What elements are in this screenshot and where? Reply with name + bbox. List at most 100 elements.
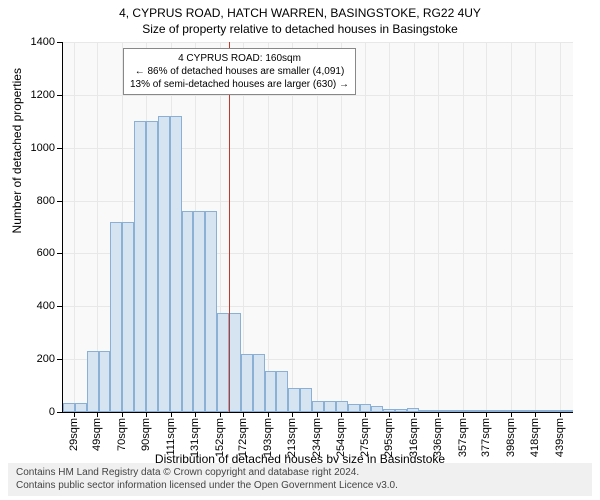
histogram-bar: [490, 410, 502, 412]
histogram-bar: [502, 410, 514, 412]
x-tick: [560, 412, 561, 417]
histogram-bar: [383, 409, 395, 412]
annotation-line1: 4 CYPRUS ROAD: 160sqm: [130, 52, 349, 65]
x-tick: [146, 412, 147, 417]
annotation-line2: ← 86% of detached houses are smaller (4,…: [130, 65, 349, 78]
histogram-bar: [205, 211, 217, 412]
y-tick-label: 400: [37, 300, 55, 312]
histogram-bar: [348, 404, 360, 412]
histogram-bar: [253, 354, 265, 412]
histogram-bar: [193, 211, 205, 412]
x-tick: [243, 412, 244, 417]
grid-line: [463, 42, 464, 412]
grid-line: [268, 42, 269, 412]
annotation-line3: 13% of semi-detached houses are larger (…: [130, 78, 349, 91]
y-tick: [57, 42, 63, 43]
grid-line: [63, 42, 573, 43]
chart-title-main: 4, CYPRUS ROAD, HATCH WARREN, BASINGSTOK…: [0, 0, 600, 20]
grid-line: [535, 42, 536, 412]
histogram-bar: [526, 410, 538, 412]
y-tick: [57, 148, 63, 149]
grid-line: [365, 42, 366, 412]
x-tick: [195, 412, 196, 417]
histogram-bar: [265, 371, 277, 412]
histogram-bar: [431, 410, 443, 412]
histogram-bar: [110, 222, 122, 412]
annotation-box: 4 CYPRUS ROAD: 160sqm ← 86% of detached …: [123, 48, 356, 95]
histogram-bar: [395, 409, 407, 412]
x-tick: [171, 412, 172, 417]
histogram-bar: [371, 406, 383, 412]
y-tick: [57, 95, 63, 96]
x-tick-label: 49sqm: [91, 418, 103, 451]
histogram-bar: [99, 351, 111, 412]
histogram-bar: [276, 371, 288, 412]
reference-line: [229, 42, 230, 412]
histogram-bar: [419, 410, 431, 412]
x-tick: [317, 412, 318, 417]
histogram-bar: [312, 401, 324, 412]
histogram-bar: [288, 388, 300, 412]
histogram-bar: [360, 404, 372, 412]
x-tick: [268, 412, 269, 417]
histogram-bar: [122, 222, 134, 412]
x-tick-label: 70sqm: [116, 418, 128, 451]
grid-line: [317, 42, 318, 412]
y-tick: [57, 253, 63, 254]
x-tick: [341, 412, 342, 417]
grid-line: [486, 42, 487, 412]
y-tick-label: 1200: [31, 89, 55, 101]
histogram-bar: [407, 408, 419, 412]
histogram-bar: [514, 410, 526, 412]
histogram-bar: [134, 121, 146, 412]
y-axis-title: Number of detached properties: [10, 68, 24, 233]
grid-line: [414, 42, 415, 412]
y-tick: [57, 306, 63, 307]
plot-area: 020040060080010001200140029sqm49sqm70sqm…: [62, 42, 573, 413]
histogram-bar: [466, 410, 478, 412]
x-tick-label: 90sqm: [140, 418, 152, 451]
footer-line2: Contains public sector information licen…: [16, 480, 584, 493]
x-tick: [122, 412, 123, 417]
y-tick-label: 200: [37, 353, 55, 365]
x-tick: [220, 412, 221, 417]
y-tick-label: 1000: [31, 142, 55, 154]
x-tick-label: 111sqm: [165, 418, 177, 456]
histogram-bar: [478, 410, 490, 412]
y-tick-label: 600: [37, 247, 55, 259]
histogram-bar: [229, 313, 241, 412]
x-tick: [74, 412, 75, 417]
histogram-bar: [146, 121, 158, 412]
histogram-bar: [336, 401, 348, 412]
y-tick: [57, 201, 63, 202]
histogram-bar: [87, 351, 99, 412]
grid-line: [341, 42, 342, 412]
histogram-bar: [443, 410, 455, 412]
footer-line1: Contains HM Land Registry data © Crown c…: [16, 467, 584, 480]
y-tick: [57, 412, 63, 413]
x-tick: [97, 412, 98, 417]
x-tick: [414, 412, 415, 417]
histogram-bar: [170, 116, 182, 412]
x-tick-label: 29sqm: [68, 418, 80, 451]
histogram-bar: [537, 410, 549, 412]
y-tick: [57, 359, 63, 360]
y-tick-label: 800: [37, 195, 55, 207]
histogram-bar: [217, 313, 229, 412]
histogram-bar: [300, 388, 312, 412]
x-tick: [463, 412, 464, 417]
chart-container: 4, CYPRUS ROAD, HATCH WARREN, BASINGSTOK…: [0, 0, 600, 500]
chart-title-sub: Size of property relative to detached ho…: [0, 20, 600, 36]
x-tick: [389, 412, 390, 417]
grid-line: [438, 42, 439, 412]
histogram-bar: [454, 410, 466, 412]
x-tick: [535, 412, 536, 417]
footer: Contains HM Land Registry data © Crown c…: [8, 463, 592, 496]
histogram-bar: [75, 403, 87, 412]
y-tick-label: 1400: [31, 36, 55, 48]
histogram-bar: [324, 401, 336, 412]
histogram-bar: [63, 403, 75, 412]
grid-line: [74, 42, 75, 412]
histogram-bar: [549, 410, 561, 412]
grid-line: [511, 42, 512, 412]
